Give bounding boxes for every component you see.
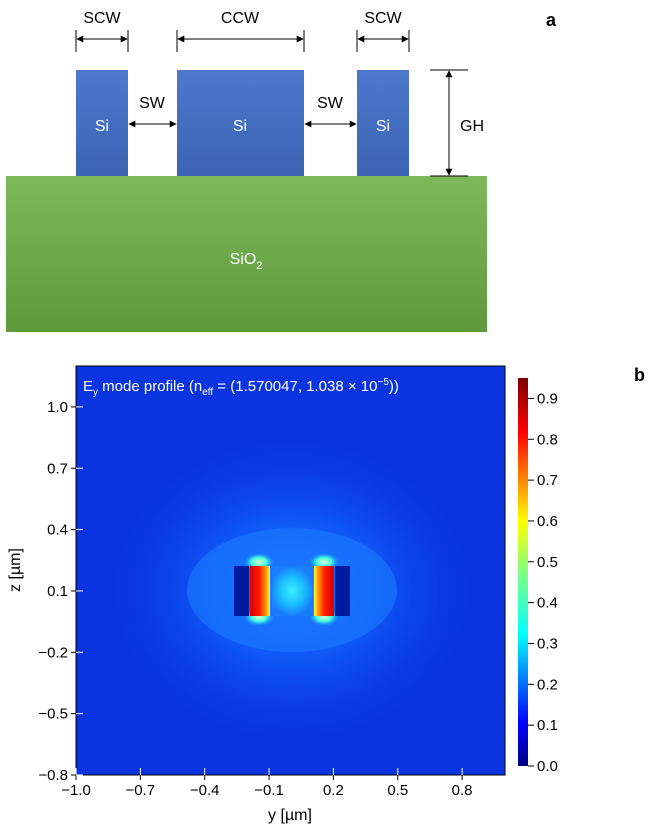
colorbar-tick-label: 0.2 (537, 676, 558, 693)
heatmap (76, 366, 505, 775)
y-tick-label: 0.1 (47, 583, 68, 600)
panel-b-letter: b (634, 365, 645, 385)
y-tick-label: 1.0 (47, 399, 68, 416)
x-tick-label: 0.5 (387, 782, 408, 799)
scw-right-label: SCW (364, 10, 402, 27)
plot-frame (75, 365, 506, 776)
colorbar-ticks: 0.0 0.1 0.2 0.3 0.4 0.5 0.6 0.7 0.8 0.9 (528, 390, 558, 775)
si-left-label: Si (95, 118, 109, 135)
y-tick-label: −0.2 (38, 644, 68, 661)
colorbar-tick-label: 0.4 (537, 595, 558, 612)
dimension-gh (430, 69, 468, 177)
dimension-scw-right (356, 30, 410, 52)
panel-b: b Ey mode profile (neff = (1.570047, 1.0… (7, 365, 645, 824)
colorbar-tick-label: 0.6 (537, 513, 558, 530)
substrate-label: SiO2 (230, 251, 263, 272)
colorbar-tick-label: 0.9 (537, 390, 558, 407)
x-axis-label: y [µm] (268, 807, 312, 824)
x-tick-label: −0.1 (254, 782, 284, 799)
y-axis-ticks: −0.8 −0.5 −0.2 0.1 0.4 0.7 1.0 (38, 399, 83, 784)
si-left-strip (76, 70, 128, 176)
x-axis-ticks: −1.0 −0.7 −0.4 −0.1 0.2 0.5 0.8 (61, 768, 473, 799)
sw-left-label: SW (139, 95, 166, 112)
heatmap-center-core (270, 566, 314, 616)
x-tick-label: −1.0 (61, 782, 91, 799)
y-axis-label: z [µm] (7, 548, 24, 592)
colorbar-tick-label: 0.5 (537, 554, 558, 571)
colorbar-tick-label: 0.3 (537, 635, 558, 652)
panel-a: a SiO2 Si Si Si SCW CCW SCW (6, 10, 557, 332)
si-center-label: Si (233, 118, 247, 135)
heatmap-right-hotspot (314, 566, 334, 616)
dimension-ccw (176, 30, 305, 52)
scw-left-label: SCW (83, 10, 121, 27)
y-tick-label: −0.5 (38, 706, 68, 723)
y-tick-label: −0.8 (38, 767, 68, 784)
heatmap-right-strip (335, 566, 350, 616)
heatmap-left-strip (234, 566, 249, 616)
colorbar-tick-label: 0.1 (537, 717, 558, 734)
x-tick-label: 0.8 (452, 782, 473, 799)
colorbar (518, 378, 528, 766)
sio2-substrate (6, 176, 487, 332)
x-tick-label: −0.7 (126, 782, 156, 799)
y-tick-label: 0.4 (47, 522, 68, 539)
heatmap-left-hotspot (250, 566, 270, 616)
x-tick-label: −0.4 (190, 782, 220, 799)
ccw-label: CCW (221, 10, 260, 27)
chart-title: Ey mode profile (neff = (1.570047, 1.038… (83, 377, 399, 398)
dimension-scw-left (75, 30, 129, 52)
colorbar-tick-label: 0.7 (537, 472, 558, 489)
colorbar-tick-label: 0.0 (537, 758, 558, 775)
colorbar-tick-label: 0.8 (537, 431, 558, 448)
si-right-label: Si (376, 118, 390, 135)
si-center-strip (177, 70, 304, 176)
panel-a-letter: a (546, 10, 557, 30)
y-tick-label: 0.7 (47, 460, 68, 477)
x-tick-label: 0.2 (323, 782, 344, 799)
gh-label: GH (460, 118, 484, 135)
si-right-strip (357, 70, 409, 176)
sw-right-label: SW (317, 95, 344, 112)
